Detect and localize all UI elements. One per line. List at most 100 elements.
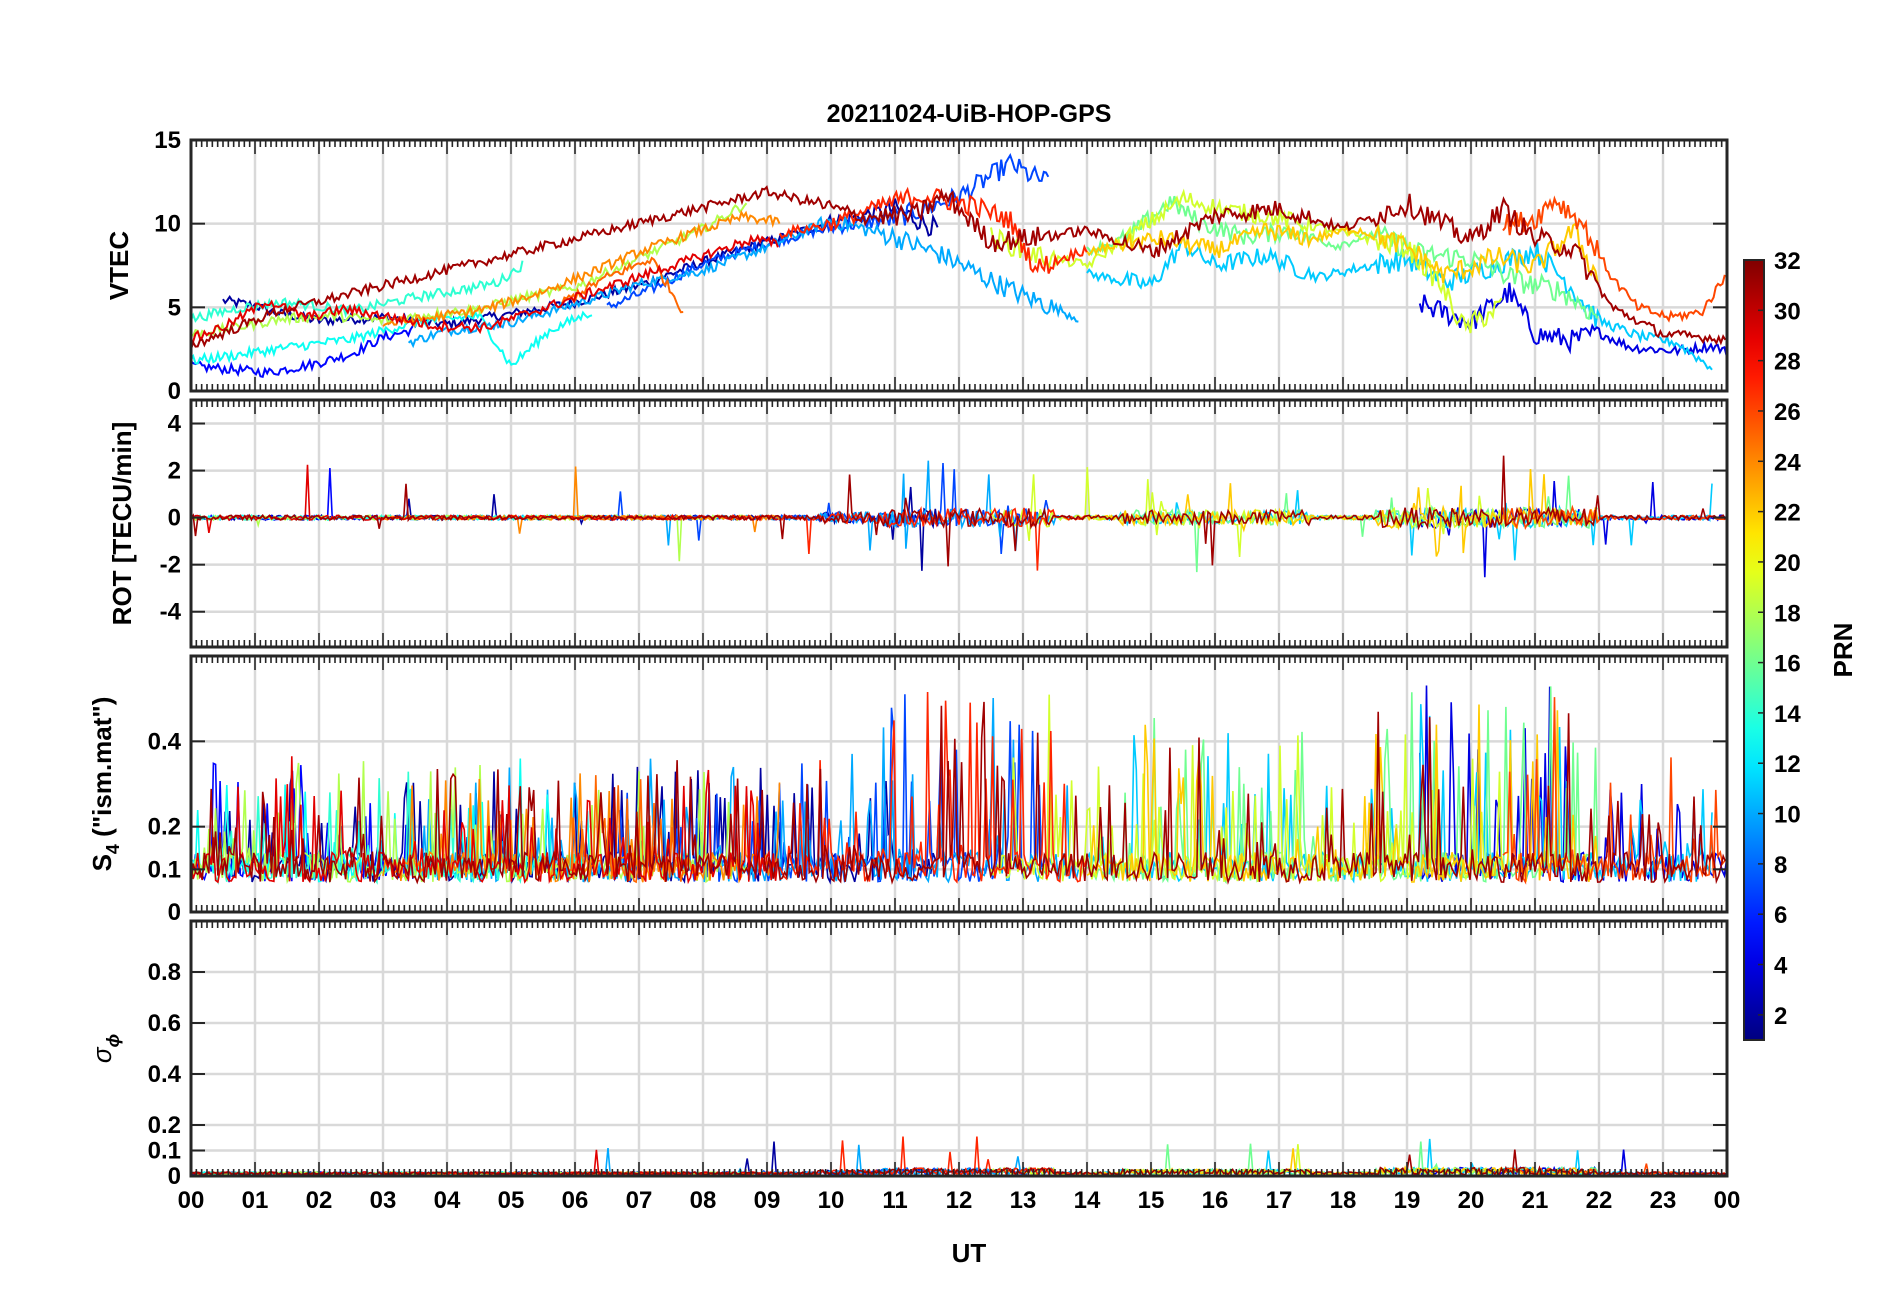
colorbar-tick-label: 14 xyxy=(1774,701,1801,728)
x-tick-label: 07 xyxy=(626,1187,653,1214)
y-axis-label-vtec: VTEC xyxy=(104,231,134,301)
y-axis-label-sigma: σϕ xyxy=(87,1034,123,1063)
y-tick-label: 15 xyxy=(154,127,181,154)
x-tick-label: 18 xyxy=(1330,1187,1357,1214)
x-tick-label: 19 xyxy=(1394,1187,1421,1214)
x-tick-label: 00 xyxy=(1714,1187,1741,1214)
y-tick-label: -2 xyxy=(160,552,181,579)
y-tick-label: 0.8 xyxy=(148,959,181,986)
y-tick-label: 5 xyxy=(168,294,181,321)
trace-prn-26 xyxy=(1502,697,1726,885)
y-tick-label: 0.6 xyxy=(148,1010,181,1037)
trace-prn-22 xyxy=(1086,222,1599,284)
colorbar-tick-label: 8 xyxy=(1774,852,1787,879)
traces-s4 xyxy=(190,685,1728,885)
trace-prn-14 xyxy=(190,260,524,323)
x-tick-label: 10 xyxy=(818,1187,845,1214)
x-tick-label: 17 xyxy=(1266,1187,1293,1214)
x-tick-label: 22 xyxy=(1586,1187,1613,1214)
x-tick-label: 08 xyxy=(690,1187,717,1214)
colorbar-tick-label: 24 xyxy=(1774,449,1801,476)
traces-rot xyxy=(190,455,1728,578)
x-tick-label: 09 xyxy=(754,1187,781,1214)
trace-prn-7 xyxy=(606,152,1050,309)
y-tick-label: 0 xyxy=(168,505,181,532)
colorbar-tick-label: 18 xyxy=(1774,600,1801,627)
x-tick-label: 01 xyxy=(242,1187,269,1214)
y-tick-label: 0.4 xyxy=(148,1061,182,1088)
colorbar-tick-label: 28 xyxy=(1774,349,1801,376)
y-label-sub: ϕ xyxy=(103,1034,123,1048)
traces-vtec xyxy=(190,152,1728,378)
colorbar-tick-label: 30 xyxy=(1774,298,1801,325)
x-tick-label: 15 xyxy=(1138,1187,1165,1214)
trace-prn-13 xyxy=(190,309,593,366)
x-tick-label: 05 xyxy=(498,1187,525,1214)
x-axis-label: UT xyxy=(952,1238,987,1268)
y-label-main: S xyxy=(87,854,117,871)
colorbar-tick-label: 4 xyxy=(1774,953,1788,980)
trace-prn-25 xyxy=(561,775,684,884)
x-tick-label: 11 xyxy=(882,1187,907,1214)
panel-s4: 0 0.1 0.2 0.4 S4 ("ism.mat") xyxy=(87,654,1729,926)
x-tick-label: 20 xyxy=(1458,1187,1485,1214)
colorbar-tick-label: 26 xyxy=(1774,399,1801,426)
trace-prn-26 xyxy=(1502,504,1725,530)
trace-prn-31 xyxy=(190,185,1727,350)
x-tick-label: 03 xyxy=(370,1187,397,1214)
x-tick-label: 23 xyxy=(1650,1187,1677,1214)
y-tick-label: 0.4 xyxy=(148,728,182,755)
x-tick-label: 21 xyxy=(1522,1187,1549,1214)
colorbar-gradient xyxy=(1743,259,1765,1041)
chart-title: 20211024-UiB-HOP-GPS xyxy=(827,100,1112,128)
x-tick-label: 12 xyxy=(946,1187,973,1214)
trace-prn-5 xyxy=(190,325,414,378)
y-tick-label: 4 xyxy=(168,411,182,438)
panel-vtec: 0 5 10 15 VTEC xyxy=(104,127,1729,405)
x-tick-label: 02 xyxy=(306,1187,333,1214)
y-tick-label: 0.1 xyxy=(148,856,181,883)
y-label-main: σ xyxy=(87,1046,117,1063)
y-tick-label: 0 xyxy=(168,1163,181,1190)
trace-prn-31 xyxy=(190,455,1727,567)
colorbar-tick-label: 22 xyxy=(1774,500,1801,527)
trace-prn-18 xyxy=(190,202,748,340)
y-label-rest: ("ism.mat") xyxy=(87,697,117,844)
colorbar-tick-label: 20 xyxy=(1774,550,1801,577)
y-tick-label: 2 xyxy=(168,458,181,485)
colorbar-tick-label: 10 xyxy=(1774,802,1801,829)
trace-prn-10 xyxy=(407,215,1079,349)
y-tick-label: 0.2 xyxy=(148,1112,181,1139)
x-tick-label: 00 xyxy=(178,1187,205,1214)
panel-rot: -4 -2 0 2 4 ROT [TECU/min] xyxy=(107,398,1729,649)
y-tick-label: -4 xyxy=(160,599,182,626)
trace-prn-11 xyxy=(1086,234,1713,371)
y-tick-label: 0.1 xyxy=(148,1138,181,1165)
colorbar-tick-label: 16 xyxy=(1774,651,1801,678)
x-tick-label: 04 xyxy=(434,1187,461,1214)
y-tick-label: 0 xyxy=(168,378,181,405)
colorbar-label: PRN xyxy=(1828,623,1858,678)
x-tick-label: 16 xyxy=(1202,1187,1229,1214)
trace-prn-25 xyxy=(561,256,684,314)
x-tick-label: 14 xyxy=(1074,1187,1101,1214)
x-tick-label: 13 xyxy=(1010,1187,1037,1214)
trace-prn-26 xyxy=(1502,195,1726,323)
y-axis-label-s4: S4 ("ism.mat") xyxy=(87,697,123,872)
panel-sigma: 00.10.2 0.4 0.6 0.8 σϕ xyxy=(87,919,1729,1190)
colorbar-tick-label: 2 xyxy=(1774,1003,1787,1030)
trace-prn-31 xyxy=(190,701,1727,885)
trace-prn-24 xyxy=(382,209,781,329)
y-tick-label: 10 xyxy=(154,211,181,238)
y-tick-label: 0 xyxy=(168,899,181,926)
y-tick-label: 0.2 xyxy=(148,814,181,841)
colorbar-tick-label: 32 xyxy=(1774,248,1801,275)
trace-prn-27 xyxy=(778,186,1088,274)
x-tick-labels: 00 01 02 03 04 05 06 07 08 09 10 11 12 13 14 15 16 17 18 19… xyxy=(178,1187,1741,1214)
y-label-sub: 4 xyxy=(103,844,123,854)
trace-prn-29 xyxy=(190,233,779,344)
colorbar-tick-label: 12 xyxy=(1774,751,1801,778)
